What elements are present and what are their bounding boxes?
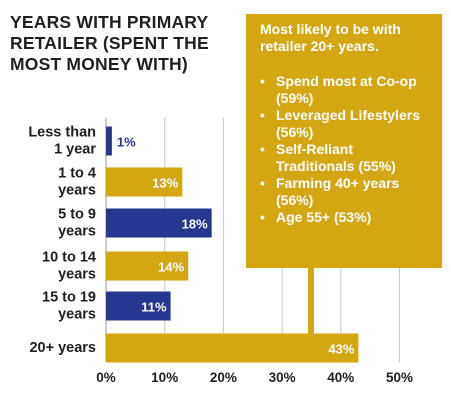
data-label: 14% [158,260,184,275]
data-label: 43% [328,342,354,357]
callout-bullet: Farming 40+ years (56%) [260,175,432,209]
category-label: 1 year [54,142,96,158]
callout-bullet: Leveraged Lifestylers (56%) [260,107,432,141]
callout-bullet-list: Spend most at Co-op (59%) Leveraged Life… [260,73,432,226]
data-label: 11% [141,300,167,315]
category-label: years [58,267,96,283]
callout-intro: Most likely to be with retailer 20+ year… [260,21,401,54]
category-label: years [58,183,96,199]
category-label: years [58,307,96,323]
bar [106,291,171,321]
data-label: 1% [117,135,136,150]
category-label: 5 to 9 [58,207,96,223]
data-label: 13% [152,176,178,191]
callout-bullet: Age 55+ (53%) [260,209,432,226]
bar [106,208,212,238]
x-tick-label: 50% [386,370,413,385]
chart-title: YEARS WITH PRIMARY RETAILER (SPENT THE M… [10,12,209,74]
bar [106,167,183,197]
bar [106,251,189,281]
x-tick-label: 10% [151,370,178,385]
category-label: 10 to 14 [42,250,96,266]
category-label: 1 to 4 [58,166,96,182]
bar [106,126,112,156]
x-tick-label: 30% [269,370,296,385]
category-label: years [58,224,96,240]
category-label: 20+ years [29,340,96,356]
category-label: Less than [28,125,96,141]
x-tick-label: 20% [210,370,237,385]
callout-connector [308,266,314,336]
bar [106,333,359,363]
x-tick-label: 40% [327,370,354,385]
callout-bullet: Spend most at Co-op (59%) [260,73,432,107]
callout-box: Most likely to be with retailer 20+ year… [246,14,442,268]
data-label: 18% [182,217,208,232]
callout-bullet: Self-Reliant Traditionals (55%) [260,141,432,175]
x-tick-label: 0% [96,370,116,385]
category-label: 15 to 19 [42,290,96,306]
